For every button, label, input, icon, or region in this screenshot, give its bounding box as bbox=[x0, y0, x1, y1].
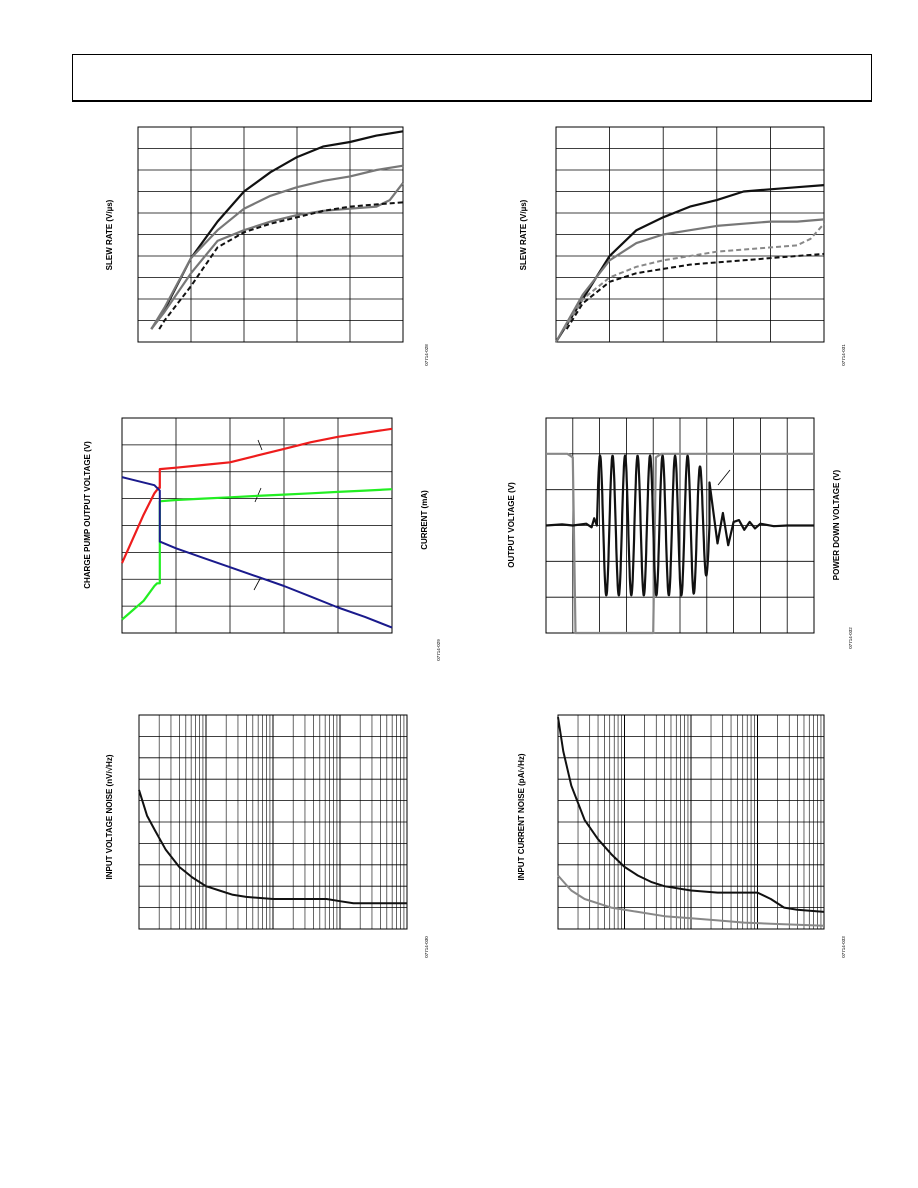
page-header-box bbox=[72, 54, 872, 102]
input-current-noise-chart: INPUT CURRENT NOISE (pA/√Hz) 07714-033 bbox=[517, 714, 846, 958]
slew-rate-chart-left: SLEW RATE (V/µs) 07714-028 bbox=[105, 126, 429, 366]
figure-id: 07714-028 bbox=[424, 344, 429, 366]
grid bbox=[122, 418, 392, 633]
y-axis-label: SLEW RATE (V/µs) bbox=[519, 199, 528, 270]
y-axis-label: SLEW RATE (V/µs) bbox=[105, 199, 114, 270]
grid bbox=[138, 127, 403, 342]
series-line-1 bbox=[138, 789, 407, 905]
y-axis-label: INPUT CURRENT NOISE (pA/√Hz) bbox=[517, 753, 526, 880]
y-axis-label-left: OUTPUT VOLTAGE (V) bbox=[507, 482, 516, 568]
annotation-arrows bbox=[253, 439, 263, 591]
series-line-2 bbox=[557, 874, 825, 927]
series-line-1 bbox=[150, 130, 404, 330]
figure-id: 07714-033 bbox=[841, 936, 846, 958]
plot-frame bbox=[555, 126, 825, 343]
figure-id: 07714-031 bbox=[841, 344, 846, 366]
series-line-1 bbox=[120, 427, 393, 564]
plot-frame bbox=[557, 714, 825, 930]
series-line-4 bbox=[158, 201, 404, 330]
plot-frame bbox=[137, 126, 404, 343]
annotation-arrow bbox=[717, 469, 731, 486]
figure-id: 07714-030 bbox=[424, 936, 429, 958]
series-line-3 bbox=[150, 182, 404, 330]
output-voltage-trace bbox=[545, 454, 814, 597]
grid bbox=[138, 715, 408, 929]
series-line-2 bbox=[150, 164, 404, 330]
charge-pump-chart: CHARGE PUMP OUTPUT VOLTAGE (V) CURRENT (… bbox=[83, 417, 441, 661]
y-axis-label-right: POWER DOWN VOLTAGE (V) bbox=[832, 469, 841, 580]
power-down-chart: OUTPUT VOLTAGE (V) POWER DOWN VOLTAGE (V… bbox=[507, 417, 853, 649]
plot-frame bbox=[121, 417, 393, 634]
series-line-3 bbox=[121, 476, 393, 629]
series-line-2 bbox=[121, 488, 393, 621]
series-line-1 bbox=[555, 184, 825, 343]
plot-frame bbox=[138, 714, 408, 930]
figure-id: 07714-029 bbox=[436, 639, 441, 661]
grid bbox=[557, 715, 825, 929]
grid bbox=[556, 127, 824, 342]
series-line-1 bbox=[546, 452, 814, 635]
series-line-1 bbox=[557, 716, 825, 913]
slew-rate-chart-right: SLEW RATE (V/µs) 07714-031 bbox=[519, 126, 846, 366]
input-voltage-noise-chart: INPUT VOLTAGE NOISE (nV/√Hz) 07714-030 bbox=[105, 714, 429, 958]
series-line-4 bbox=[565, 252, 825, 330]
y-axis-label-right: CURRENT (mA) bbox=[420, 490, 429, 550]
ylabel: SLEW RATE (V/µs) bbox=[105, 199, 114, 270]
figure-id: 07714-032 bbox=[848, 627, 853, 649]
y-axis-label-left: CHARGE PUMP OUTPUT VOLTAGE (V) bbox=[83, 441, 92, 589]
series-line-3 bbox=[563, 223, 825, 330]
y-axis-label: INPUT VOLTAGE NOISE (nV/√Hz) bbox=[105, 754, 114, 879]
series-line-2 bbox=[555, 218, 825, 343]
